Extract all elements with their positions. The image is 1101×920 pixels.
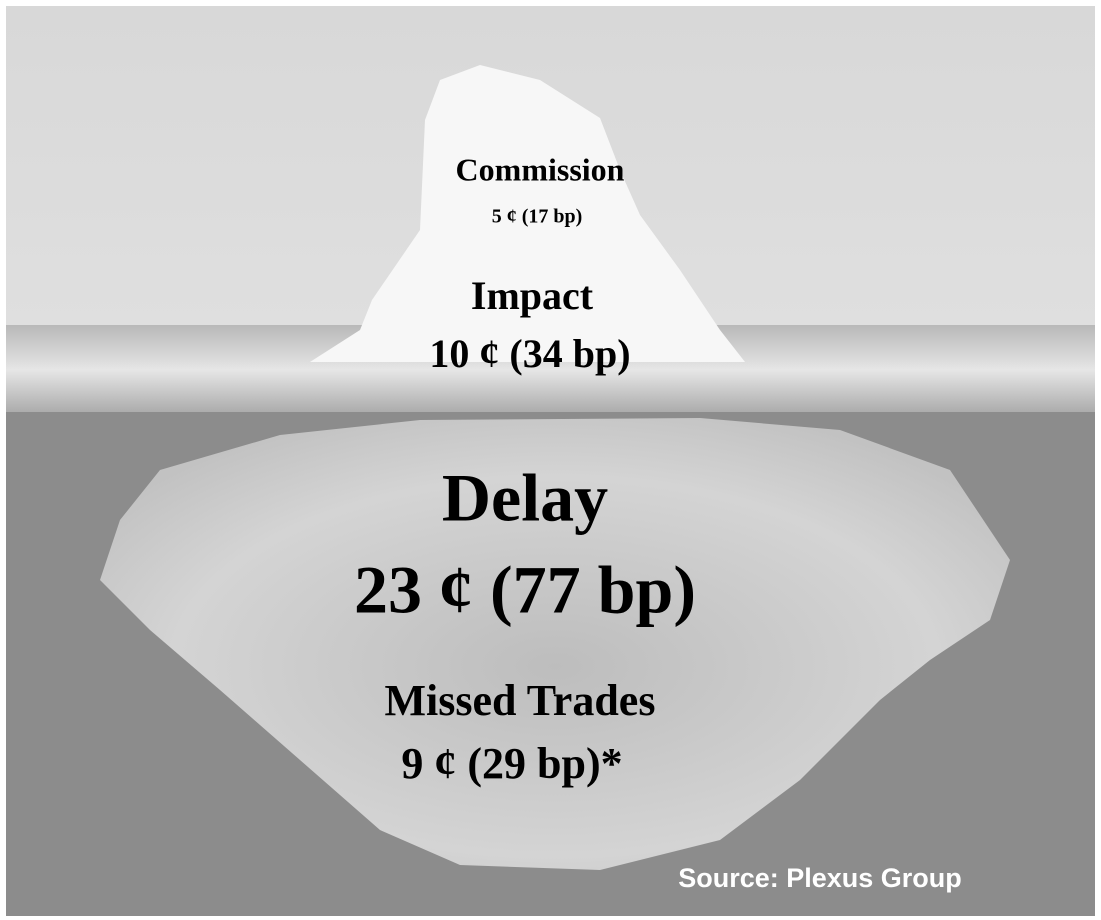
item-cost: 9 ¢ (29 bp)* (401, 739, 622, 788)
iceberg-graphic: Commission 5 ¢ (17 bp) Impact 10 ¢ (34 b… (0, 0, 1101, 920)
item-label: Missed Trades (385, 676, 656, 725)
item-cost: 23 ¢ (77 bp) (354, 552, 696, 628)
item-label: Commission (456, 151, 625, 187)
item-label: Delay (442, 460, 608, 536)
source-note: Source: Plexus Group (678, 863, 962, 893)
item-cost: 10 ¢ (34 bp) (429, 331, 630, 376)
item-label: Impact (471, 273, 594, 318)
item-cost: 5 ¢ (17 bp) (492, 206, 583, 228)
